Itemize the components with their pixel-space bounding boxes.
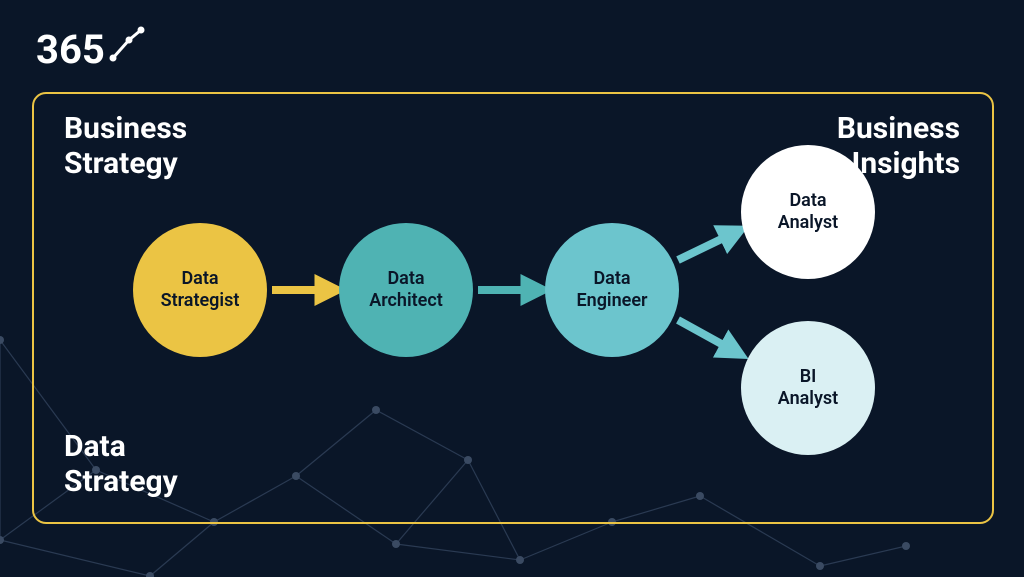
arrow-data-engineer-to-data-analyst: [678, 232, 736, 260]
node-label-line: Data: [369, 268, 443, 290]
node-label-line: Data: [778, 190, 838, 212]
node-data-strategist: DataStrategist: [133, 223, 267, 357]
node-label-line: BI: [778, 366, 838, 388]
node-label-line: Data: [161, 268, 240, 290]
node-bi-analyst: BIAnalyst: [741, 321, 875, 455]
node-label-line: Engineer: [576, 290, 647, 312]
node-data-analyst: DataAnalyst: [741, 145, 875, 279]
arrow-data-engineer-to-bi-analyst: [678, 320, 736, 352]
node-label-line: Data: [576, 268, 647, 290]
node-data-engineer: DataEngineer: [545, 223, 679, 357]
node-label-line: Strategist: [161, 290, 240, 312]
node-label-line: Analyst: [778, 212, 838, 234]
node-data-architect: DataArchitect: [339, 223, 473, 357]
node-label-line: Analyst: [778, 388, 838, 410]
node-label-line: Architect: [369, 290, 443, 312]
